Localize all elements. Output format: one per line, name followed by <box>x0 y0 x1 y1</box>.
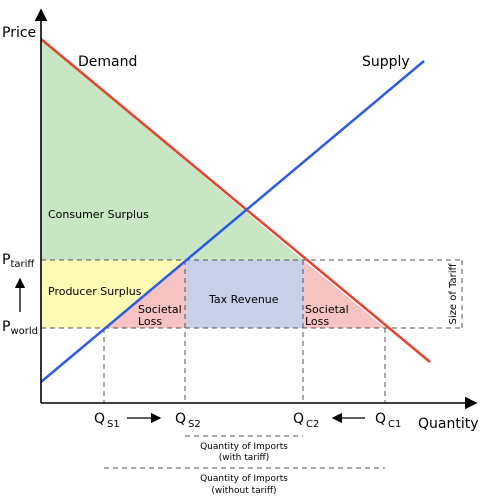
demand-curve <box>40 38 431 363</box>
qc1-label: Q C1 <box>375 411 401 430</box>
x-axis-label: Quantity <box>418 416 479 432</box>
qs1-label: Q S1 <box>94 411 120 430</box>
societal-loss-right-label-1: Societal <box>305 303 349 316</box>
producer-surplus-region <box>41 260 185 328</box>
supply-label: Supply <box>362 54 410 70</box>
producer-surplus-label: Producer Surplus <box>48 285 142 298</box>
societal-loss-right-region <box>303 260 385 328</box>
societal-loss-left-label-2: Loss <box>138 315 162 328</box>
imports-without-label-2: (without tariff) <box>211 486 276 496</box>
tax-revenue-label: Tax Revenue <box>208 293 279 306</box>
qc2-label: Q C2 <box>293 411 319 430</box>
societal-loss-right-label-2: Loss <box>305 315 329 328</box>
p-tariff-label: Ptariff <box>2 252 35 270</box>
y-axis-label: Price <box>2 25 36 41</box>
p-world-label: Pworld <box>2 319 38 337</box>
supply-curve <box>40 60 425 383</box>
imports-with-label-1: Quantity of Imports <box>200 442 288 452</box>
imports-with-label-2: (with tariff) <box>219 453 269 463</box>
tax-revenue-region <box>185 260 303 328</box>
tariff-size-label: Size of Tariff <box>448 262 459 324</box>
qs2-label: Q S2 <box>175 411 201 430</box>
demand-label: Demand <box>78 54 137 70</box>
imports-without-label-1: Quantity of Imports <box>200 474 288 484</box>
societal-loss-left-label-1: Societal <box>138 303 182 316</box>
consumer-surplus-label: Consumer Surplus <box>48 208 149 221</box>
